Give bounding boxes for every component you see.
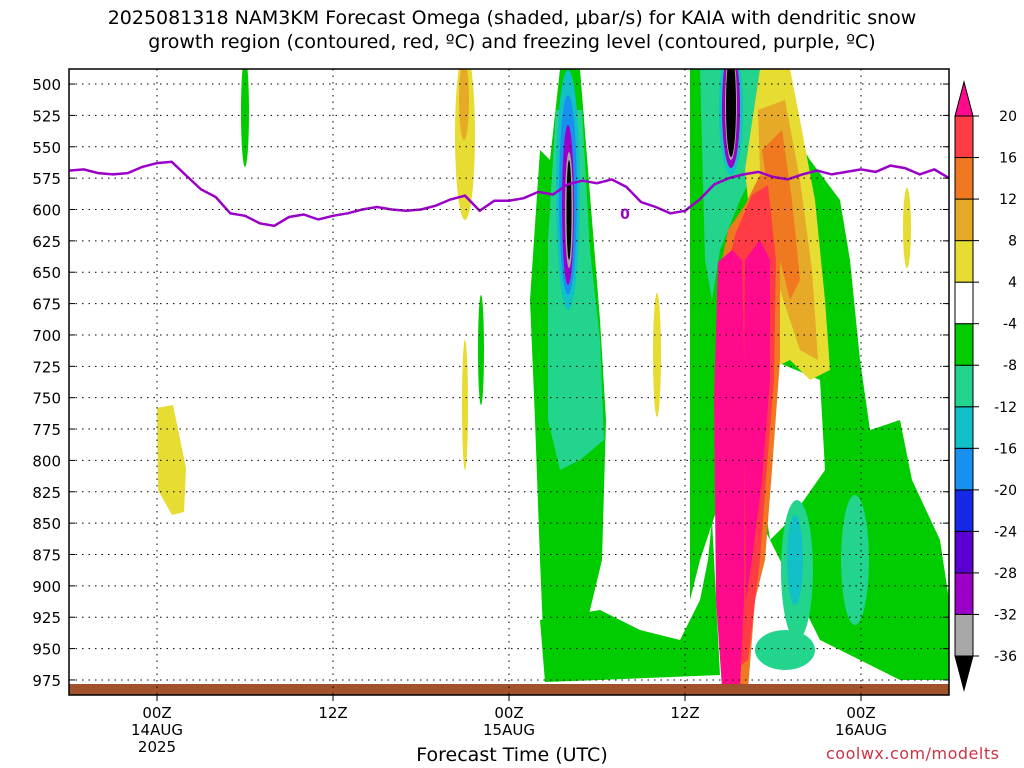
x-tick-label: 12Z	[670, 704, 699, 722]
colorbar-swatch	[954, 530, 974, 574]
y-tick-label: 575	[32, 170, 61, 188]
descent-blob	[157, 405, 186, 515]
colorbar-label: -12	[994, 400, 1017, 416]
colorbar-label: 12	[999, 192, 1017, 208]
colorbar-swatch	[954, 613, 974, 657]
x-tick-label: 2025	[138, 738, 176, 756]
chart-title: 2025081318 NAM3KM Forecast Omega (shaded…	[0, 6, 1024, 54]
colorbar-label: -28	[994, 566, 1017, 582]
colorbar-label: -36	[994, 649, 1017, 665]
colorbar-swatch	[954, 198, 974, 242]
colorbar-swatch	[954, 655, 974, 692]
colorbar-swatch	[954, 281, 974, 325]
ascent-core	[841, 495, 869, 625]
colorbar-label: -20	[994, 483, 1017, 499]
colorbar-swatch	[954, 240, 974, 283]
omega-field	[157, 69, 949, 690]
colorbar-label: -32	[994, 607, 1017, 623]
y-tick-label: 850	[32, 515, 61, 533]
descent-band	[744, 240, 770, 600]
y-tick-label: 825	[32, 484, 61, 502]
ascent-band	[540, 520, 720, 682]
y-tick-label: 875	[32, 546, 61, 564]
colorbar-label: 8	[1008, 234, 1017, 250]
colorbar-swatch	[954, 489, 974, 532]
y-tick-label: 700	[32, 327, 61, 345]
y-tick-label: 525	[32, 107, 61, 125]
colorbar-label: -24	[994, 524, 1017, 540]
y-tick-label: 500	[32, 76, 61, 94]
y-tick-label: 550	[32, 139, 61, 157]
ascent-streak	[478, 295, 484, 405]
descent-streak	[903, 188, 911, 268]
freezing-level-line	[69, 160, 949, 228]
credit-link[interactable]: coolwx.com/modelts	[826, 744, 1000, 763]
x-tick-label: 16AUG	[835, 721, 887, 739]
colorbar: -36 -32 -28 -24 -20 -16 -12 -8 -4 4 8 12 16 20	[954, 80, 1017, 692]
y-tick-label: 800	[32, 452, 61, 470]
x-axis-label: Forecast Time (UTC)	[416, 744, 608, 766]
y-tick-label: 625	[32, 233, 61, 251]
y-tick-label: 900	[32, 578, 61, 596]
x-tick-label: 12Z	[318, 704, 347, 722]
colorbar-label: 4	[1008, 275, 1017, 291]
colorbar-label: 20	[999, 109, 1017, 125]
gridlines	[69, 69, 949, 695]
descent-blob	[459, 69, 469, 140]
x-tick-label: 14AUG	[131, 721, 183, 739]
y-tick-label: 775	[32, 421, 61, 439]
ascent-core	[726, 69, 736, 157]
colorbar-swatch	[954, 115, 974, 159]
colorbar-label: 16	[999, 151, 1017, 167]
y-tick-label: 650	[32, 264, 61, 282]
colorbar-label: -16	[994, 441, 1017, 457]
y-tick-label: 950	[32, 641, 61, 659]
colorbar-swatch	[954, 80, 974, 117]
ascent-core	[787, 515, 803, 605]
y-tick-label: 725	[32, 358, 61, 376]
descent-streak	[653, 293, 661, 417]
colorbar-swatch	[954, 406, 974, 449]
x-tick-label: 15AUG	[483, 721, 535, 739]
x-tick-label: 00Z	[142, 704, 171, 722]
y-tick-label: 975	[32, 672, 61, 690]
colorbar-swatch	[954, 157, 974, 200]
freezing-level-label: 0	[620, 207, 630, 223]
title-line-2: growth region (contoured, red, ºC) and f…	[148, 31, 876, 53]
descent-band	[714, 250, 745, 688]
y-axis: 500 525 550 575 600 625 650 675 700 725 750 775 800 8…	[32, 76, 949, 690]
colorbar-swatch	[954, 323, 974, 366]
title-line-1: 2025081318 NAM3KM Forecast Omega (shaded…	[107, 7, 917, 29]
ascent-core	[755, 630, 815, 670]
colorbar-label: -4	[1003, 317, 1017, 333]
y-tick-label: 750	[32, 390, 61, 408]
x-tick-label: 00Z	[846, 704, 875, 722]
colorbar-swatch	[954, 364, 974, 408]
x-tick-label: 00Z	[494, 704, 523, 722]
y-tick-label: 600	[32, 202, 61, 220]
descent-streak	[462, 340, 468, 470]
descent-plume	[762, 130, 800, 300]
plot-frame	[68, 68, 950, 696]
y-tick-label: 675	[32, 296, 61, 314]
y-tick-label: 925	[32, 609, 61, 627]
colorbar-swatch	[954, 572, 974, 615]
colorbar-label: -8	[1003, 358, 1017, 374]
colorbar-swatch	[954, 447, 974, 491]
surface-band	[69, 684, 949, 695]
ascent-streak	[241, 69, 249, 167]
